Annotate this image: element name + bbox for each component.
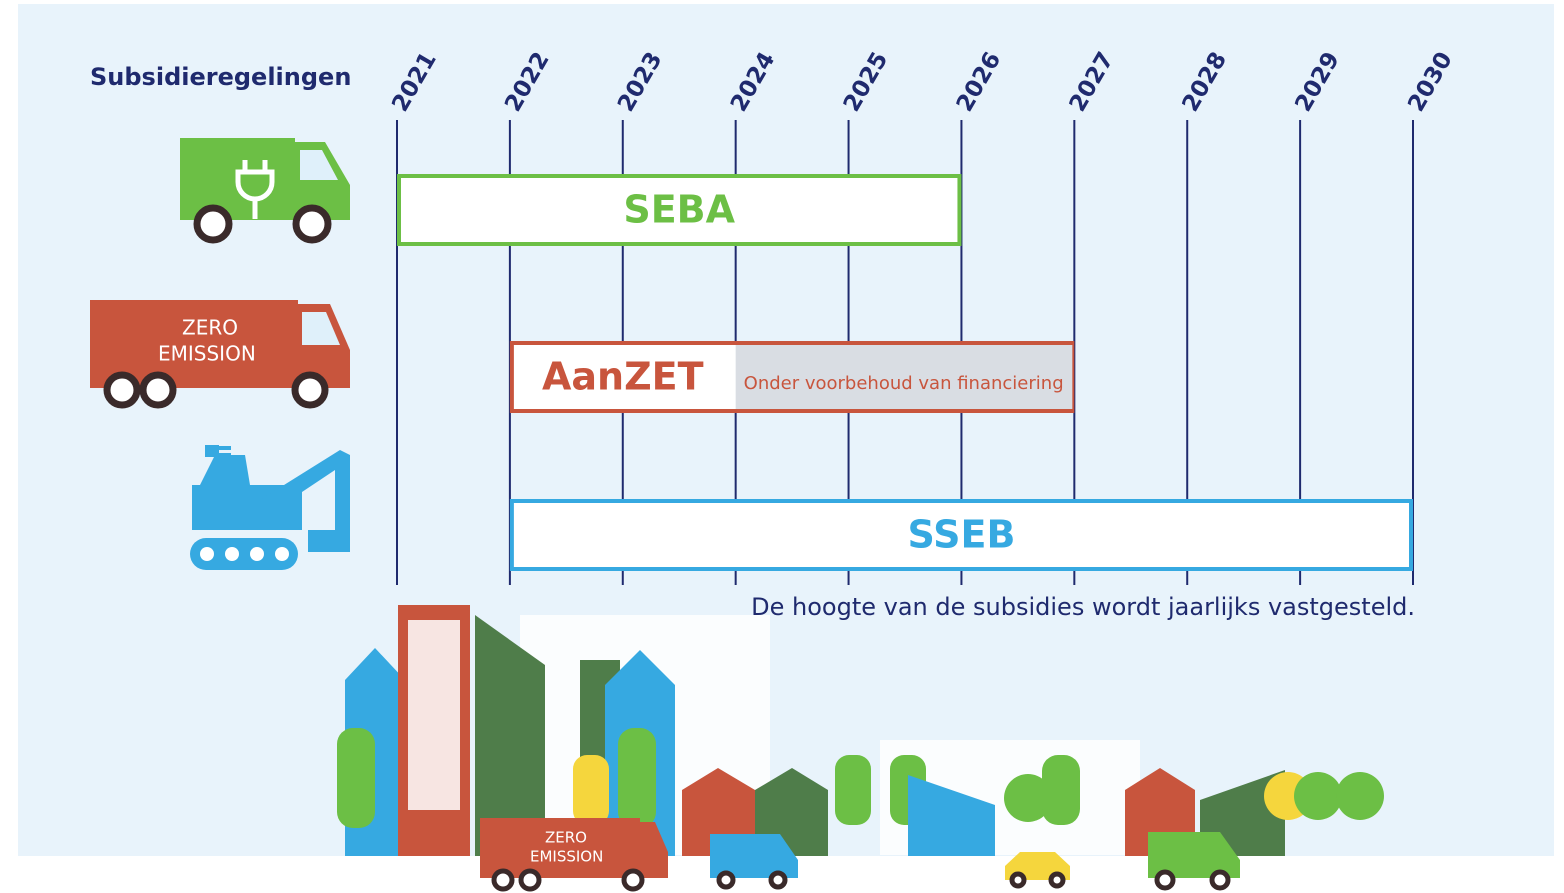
icon-label: ZERO (182, 316, 238, 340)
footnote: De hoogte van de subsidies wordt jaarlij… (751, 593, 1415, 621)
icon-label: EMISSION (530, 848, 603, 866)
background (18, 4, 1554, 856)
bar-label: SSEB (907, 513, 1015, 557)
note-label: Onder voorbehoud van financiering (744, 373, 1064, 394)
icon-label: ZERO (545, 829, 587, 847)
icon-label: EMISSION (158, 342, 256, 366)
bar-label: AanZET (542, 355, 704, 399)
bar-label: SEBA (623, 188, 735, 232)
chart: Subsidieregelingen ZERO EMISSION (0, 0, 1564, 893)
chart-title: Subsidieregelingen (90, 63, 351, 91)
